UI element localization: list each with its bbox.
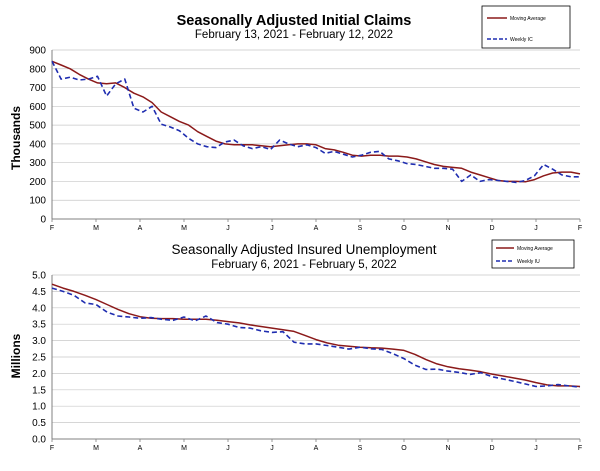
- chart1-title: Seasonally Adjusted Initial Claims: [177, 13, 412, 29]
- insured-unemployment-chart: Seasonally Adjusted Insured Unemployment…: [9, 239, 582, 452]
- c2-x-tick-label: J: [534, 445, 538, 452]
- c1-y-tick-label: 800: [29, 64, 46, 75]
- chart1-series: [51, 60, 581, 184]
- c1-y-tick-label: 900: [29, 46, 46, 57]
- chart2-ylabel: Millions: [9, 333, 23, 378]
- c2-x-tick-label: M: [181, 445, 187, 452]
- c2-weekly-series-line: [51, 287, 581, 388]
- c1-x-tick-label: S: [358, 225, 363, 232]
- c2-y-tick-label: 3.0: [32, 336, 46, 347]
- c1-x-tick-label: N: [445, 225, 450, 232]
- c1-x-tick-label: D: [489, 225, 494, 232]
- c1-y-tick-label: 0: [40, 215, 46, 226]
- chart1-subtitle: February 13, 2021 - February 12, 2022: [195, 29, 393, 41]
- chart1-ylabel: Thousands: [9, 106, 23, 170]
- c1-x-tick-label: J: [270, 225, 274, 232]
- c1-x-tick-label: J: [226, 225, 230, 232]
- c1-x-tick-label: A: [314, 225, 319, 232]
- c2-y-tick-label: 0.0: [32, 435, 46, 446]
- chart1-legend-ma-label: Moving Average: [510, 16, 546, 22]
- c1-x-tick-label: O: [401, 225, 407, 232]
- c2-y-tick-label: 5.0: [32, 271, 46, 282]
- c2-y-tick-label: 2.5: [32, 353, 46, 364]
- c1-y-tick-label: 700: [29, 83, 46, 94]
- c1-x-tick-label: F: [578, 225, 582, 232]
- chart1-legend-box: [481, 5, 571, 49]
- c2-x-tick-label: D: [489, 445, 494, 452]
- chart2-title: Seasonally Adjusted Insured Unemployment: [172, 242, 437, 257]
- c2-x-tick-label: F: [50, 445, 54, 452]
- c2-x-tick-label: S: [358, 445, 363, 452]
- c2-y-tick-label: 3.5: [32, 320, 46, 331]
- c1-weekly-series-line: [51, 60, 580, 184]
- chart1-legend: Moving Average Weekly IC: [481, 5, 571, 49]
- chart2-subtitle: February 6, 2021 - February 5, 2022: [211, 259, 396, 271]
- c1-x-tick-label: A: [138, 225, 143, 232]
- initial-claims-chart: Seasonally Adjusted Initial Claims Febru…: [9, 5, 582, 232]
- chart1-gridlines: [51, 49, 581, 222]
- c2-x-tick-label: N: [445, 445, 450, 452]
- c1-x-tick-label: J: [534, 225, 538, 232]
- chart2-legend-box: [491, 239, 575, 269]
- c1-y-tick-label: 200: [29, 177, 46, 188]
- chart2-legend-ma-label: Moving Average: [517, 246, 553, 252]
- c2-x-tick-label: J: [270, 445, 274, 452]
- chart2-y-tick-labels: 0.0 0.5 1.0 1.5 2.0 2.5 3.0 3.5 4.0 4.5 5.0: [32, 271, 46, 446]
- c2-x-tick-label: J: [226, 445, 230, 452]
- c2-y-tick-label: 1.0: [32, 402, 46, 413]
- c2-x-tick-label: A: [138, 445, 143, 452]
- chart1-legend-weekly-label: Weekly IC: [510, 37, 533, 43]
- chart2-legend: Moving Average Weekly IU: [491, 239, 575, 269]
- c2-x-tick-label: O: [401, 445, 407, 452]
- c1-x-tick-label: F: [50, 225, 54, 232]
- c1-y-tick-label: 600: [29, 102, 46, 113]
- c1-x-tick-label: M: [181, 225, 187, 232]
- c1-y-tick-label: 500: [29, 121, 46, 132]
- c2-y-tick-label: 4.5: [32, 287, 46, 298]
- c2-x-tick-label: F: [578, 445, 582, 452]
- c1-moving-average-line: [51, 60, 581, 183]
- chart1-y-tick-labels: 0 100 200 300 400 500 600 700 800 900: [29, 46, 46, 226]
- chart2-gridlines: [51, 274, 581, 442]
- chart2-legend-weekly-label: Weekly IU: [517, 259, 540, 265]
- c2-moving-average-line: [51, 283, 581, 388]
- chart2-series: [51, 283, 581, 388]
- c2-y-tick-label: 0.5: [32, 418, 46, 429]
- c1-x-tick-label: M: [93, 225, 99, 232]
- c2-y-tick-label: 1.5: [32, 385, 46, 396]
- c1-y-tick-label: 400: [29, 139, 46, 150]
- c2-x-tick-label: A: [314, 445, 319, 452]
- c2-y-tick-label: 2.0: [32, 369, 46, 380]
- c1-y-tick-label: 300: [29, 158, 46, 169]
- c1-y-tick-label: 100: [29, 196, 46, 207]
- c2-x-tick-label: M: [93, 445, 99, 452]
- c2-y-tick-label: 4.0: [32, 303, 46, 314]
